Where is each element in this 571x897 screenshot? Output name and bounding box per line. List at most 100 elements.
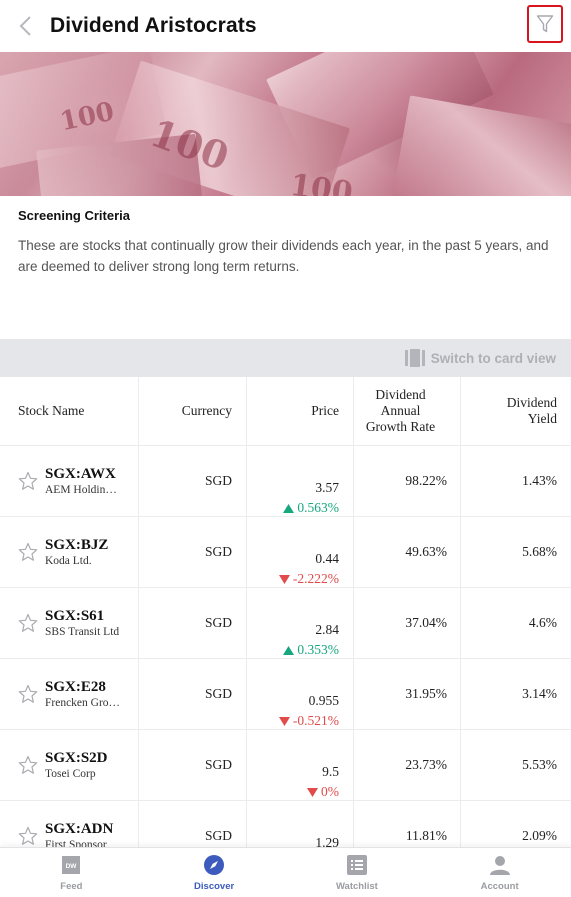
star-icon[interactable]	[18, 826, 38, 846]
stock-ticker[interactable]: SGX:S2D	[45, 750, 108, 766]
price-cell: 0.955 -0.521%	[247, 659, 354, 729]
tab-feed-label: Feed	[60, 880, 83, 892]
price-cell: 0.44 -2.222%	[247, 517, 354, 587]
triangle-down-icon	[307, 787, 318, 797]
stock-name-block: SGX:AWX AEM Holdin…	[45, 466, 117, 496]
column-header-yield-line: Dividend	[506, 395, 557, 410]
back-button[interactable]	[0, 0, 50, 52]
company-name: SBS Transit Ltd	[45, 626, 120, 638]
triangle-down-icon	[278, 574, 290, 584]
price-value: 2.84	[315, 622, 339, 637]
stock-name-cell: SGX:ADN First Sponsor	[0, 801, 139, 847]
table-row[interactable]: SGX:E28 Frencken Gro… SGD 0.955 -0.521% …	[0, 659, 571, 730]
triangle-up-icon	[283, 503, 295, 513]
user-icon	[489, 855, 510, 875]
feed-icon: DW	[62, 855, 81, 874]
column-header-growth-line: Dividend	[375, 387, 426, 402]
column-header-yield[interactable]: Dividend Yield	[461, 377, 571, 445]
stock-name-cell: SGX:S2D Tosei Corp	[0, 730, 139, 800]
criteria-heading: Screening Criteria	[18, 208, 130, 223]
currency-cell: SGD	[139, 659, 247, 729]
stock-ticker[interactable]: SGX:S61	[45, 608, 105, 624]
table-row[interactable]: SGX:S61 SBS Transit Ltd SGD 2.84 0.353% …	[0, 588, 571, 659]
tab-watchlist[interactable]: Watchlist	[286, 848, 429, 897]
growth-rate-cell: 23.73%	[354, 730, 461, 800]
dividend-yield-cell: 5.68%	[522, 544, 557, 559]
price-change-value: 0.353%	[297, 642, 339, 657]
stock-name-cell: SGX:BJZ Koda Ltd.	[0, 517, 139, 587]
filter-button[interactable]	[527, 5, 563, 43]
company-name: Koda Ltd.	[45, 555, 92, 567]
stock-ticker[interactable]: SGX:AWX	[45, 466, 116, 482]
triangle-up-icon	[283, 645, 295, 655]
column-header-currency[interactable]: Currency	[139, 377, 247, 445]
price-change-value: 0.563%	[297, 500, 339, 515]
price-change: 0.563%	[283, 500, 339, 516]
screening-criteria: Screening Criteria These are stocks that…	[0, 196, 571, 339]
switch-to-card-view-button[interactable]: Switch to card view	[0, 339, 571, 377]
table-row[interactable]: SGX:ADN First Sponsor SGD 1.29 0.781% 11…	[0, 801, 571, 847]
tab-account-label: Account	[480, 880, 519, 892]
column-header-name[interactable]: Stock Name	[0, 377, 139, 445]
triangle-down-icon	[278, 716, 290, 726]
stock-name-block: SGX:S61 SBS Transit Ltd	[45, 608, 119, 638]
price-value: 0.44	[315, 551, 339, 566]
dividend-yield-cell: 4.6%	[528, 615, 557, 630]
filter-icon	[536, 15, 554, 33]
currency-cell: SGD	[139, 588, 247, 658]
price-change: -0.521%	[278, 713, 339, 729]
column-header-price-label: Price	[311, 403, 339, 418]
currency-cell: SGD	[139, 517, 247, 587]
company-name: AEM Holdin…	[45, 484, 117, 496]
stock-table: Stock Name Currency Price Dividend Annua…	[0, 377, 571, 847]
app-header: Dividend Aristocrats	[0, 0, 571, 52]
growth-rate-cell: 98.22%	[354, 446, 461, 516]
column-header-growth-line: Annual	[380, 403, 421, 418]
banknote-number: 100	[287, 167, 355, 196]
tab-account[interactable]: Account	[428, 848, 571, 897]
compass-icon	[204, 854, 225, 875]
stock-name-cell: SGX:AWX AEM Holdin…	[0, 446, 139, 516]
growth-rate-cell: 37.04%	[354, 588, 461, 658]
stock-ticker[interactable]: SGX:BJZ	[45, 537, 109, 553]
column-header-price[interactable]: Price	[247, 377, 354, 445]
chevron-left-icon	[19, 16, 31, 36]
column-header-growth-line: Growth Rate	[365, 419, 436, 434]
dividend-yield-cell: 3.14%	[522, 686, 557, 701]
price-cell: 9.5 0%	[247, 730, 354, 800]
tab-watchlist-label: Watchlist	[335, 880, 378, 892]
growth-rate-cell: 31.95%	[354, 659, 461, 729]
star-icon[interactable]	[18, 755, 38, 775]
price-change-value: -0.521%	[292, 713, 339, 728]
tab-feed[interactable]: DW Feed	[0, 848, 143, 897]
currency-cell: SGD	[139, 446, 247, 516]
bottom-tab-bar: DW Feed Discover Watchlist Account	[0, 847, 571, 897]
stock-name-block: SGX:E28 Frencken Gro…	[45, 679, 120, 709]
price-cell: 1.29 0.781%	[247, 801, 354, 847]
star-icon[interactable]	[18, 542, 38, 562]
price-value: 9.5	[322, 764, 339, 779]
dividend-yield-cell: 1.43%	[522, 473, 557, 488]
stock-name-cell: SGX:S61 SBS Transit Ltd	[0, 588, 139, 658]
price-value: 0.955	[308, 693, 339, 708]
tab-discover-label: Discover	[194, 880, 235, 892]
switch-view-label: Switch to card view	[430, 350, 556, 366]
table-row[interactable]: SGX:AWX AEM Holdin… SGD 3.57 0.563% 98.2…	[0, 446, 571, 517]
table-row[interactable]: SGX:BJZ Koda Ltd. SGD 0.44 -2.222% 49.63…	[0, 517, 571, 588]
price-cell: 2.84 0.353%	[247, 588, 354, 658]
table-header: Stock Name Currency Price Dividend Annua…	[0, 377, 571, 446]
banner-image: 100 100 100	[0, 52, 571, 196]
star-icon[interactable]	[18, 471, 38, 491]
tab-discover[interactable]: Discover	[143, 848, 286, 897]
price-change-value: 0%	[321, 784, 339, 799]
table-row[interactable]: SGX:S2D Tosei Corp SGD 9.5 0% 23.73% 5.5…	[0, 730, 571, 801]
star-icon[interactable]	[18, 613, 38, 633]
watchlist-icon	[346, 854, 367, 875]
company-name: Frencken Gro…	[45, 697, 121, 709]
stock-ticker[interactable]: SGX:E28	[45, 679, 106, 695]
banknote	[392, 95, 571, 196]
star-icon[interactable]	[18, 684, 38, 704]
price-change: -2.222%	[278, 571, 339, 587]
column-header-growth[interactable]: Dividend Annual Growth Rate	[354, 377, 461, 445]
stock-ticker[interactable]: SGX:ADN	[45, 821, 114, 837]
